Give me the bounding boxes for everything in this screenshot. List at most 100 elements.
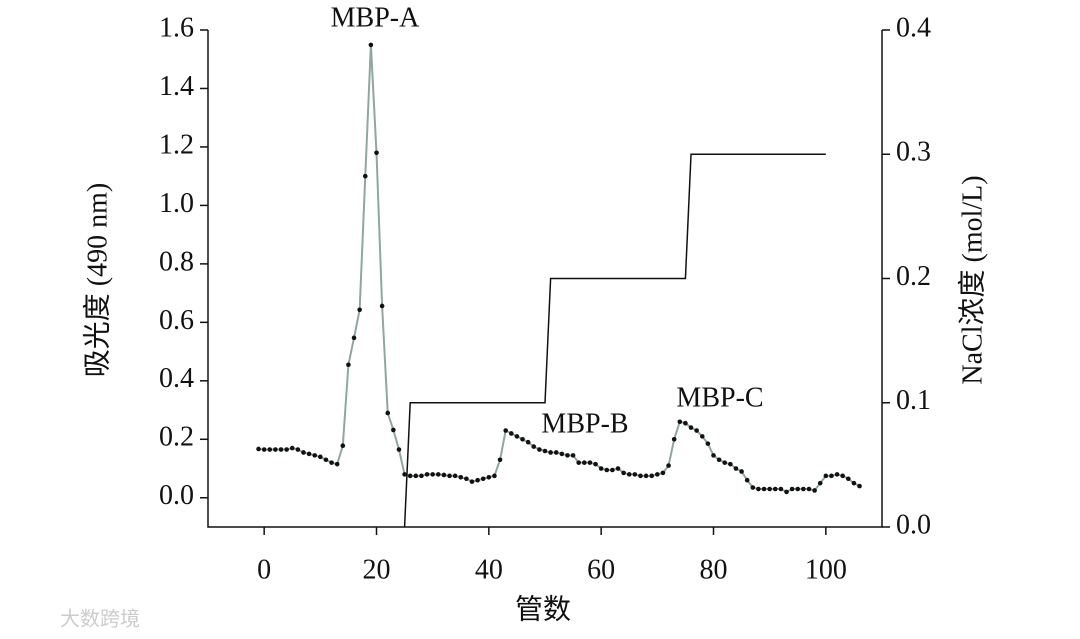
data-point xyxy=(407,473,413,479)
y-tick-label: 1.6 xyxy=(159,12,194,43)
data-point xyxy=(761,486,767,492)
data-point xyxy=(329,460,334,465)
data-point xyxy=(705,441,711,446)
data-point xyxy=(750,485,756,490)
data-point xyxy=(430,472,435,477)
data-point xyxy=(385,410,391,416)
data-point xyxy=(576,460,581,465)
data-point xyxy=(256,446,261,452)
data-point xyxy=(447,473,452,479)
data-point xyxy=(626,472,632,477)
data-point xyxy=(289,445,295,451)
x-tick-label: 0 xyxy=(257,554,271,585)
data-point xyxy=(817,480,823,486)
data-point xyxy=(301,450,306,455)
data-point xyxy=(728,461,733,467)
data-point xyxy=(486,475,492,480)
data-point xyxy=(424,472,430,477)
y-tick-label: 1.2 xyxy=(159,129,194,160)
data-point xyxy=(660,470,666,476)
x-axis-label: 管数 xyxy=(515,593,571,625)
x-tick-label: 100 xyxy=(805,554,847,585)
data-point xyxy=(402,472,407,477)
annotation: MBP-B xyxy=(541,408,628,439)
data-point xyxy=(699,434,705,439)
y-tick-label: 1.4 xyxy=(159,71,194,102)
data-point xyxy=(722,460,728,465)
data-point xyxy=(739,469,744,474)
data-point xyxy=(469,479,475,484)
data-point xyxy=(772,486,778,492)
data-point xyxy=(638,473,643,479)
data-point xyxy=(273,447,278,452)
data-point xyxy=(312,453,318,458)
data-point xyxy=(458,475,464,480)
data-point xyxy=(677,419,683,425)
data-point xyxy=(716,457,722,463)
data-point xyxy=(284,447,289,452)
data-point xyxy=(795,486,801,492)
data-point xyxy=(351,335,357,341)
data-point xyxy=(357,307,362,313)
data-point xyxy=(413,473,419,479)
data-point xyxy=(537,447,542,452)
nacl-line xyxy=(403,153,826,528)
data-point xyxy=(396,447,402,452)
data-point xyxy=(514,434,520,439)
data-point xyxy=(391,427,396,433)
data-point xyxy=(598,466,604,471)
data-point xyxy=(548,450,553,455)
data-point xyxy=(318,454,323,460)
data-point xyxy=(806,486,812,492)
x-tick-label: 40 xyxy=(475,554,503,585)
y2-tick-label: 0.1 xyxy=(896,385,931,416)
data-point xyxy=(846,476,851,482)
data-point xyxy=(435,472,441,477)
data-point xyxy=(278,447,284,452)
data-point xyxy=(632,472,638,477)
data-point xyxy=(655,472,660,477)
data-point xyxy=(480,476,486,482)
data-point xyxy=(744,477,750,483)
data-point xyxy=(711,453,716,458)
y-tick-label: 0.4 xyxy=(159,363,194,394)
y-tick-label: 0.8 xyxy=(159,246,194,277)
data-point xyxy=(767,486,772,492)
watermark: 大数跨境 xyxy=(60,607,140,631)
data-point xyxy=(857,483,862,489)
data-point xyxy=(306,451,312,457)
data-point xyxy=(520,436,525,442)
x-tick-label: 60 xyxy=(587,554,615,585)
data-point xyxy=(666,463,671,468)
data-point xyxy=(851,480,857,486)
data-point xyxy=(604,467,610,473)
data-point xyxy=(295,447,301,452)
annotation: MBP-A xyxy=(331,2,420,33)
data-point xyxy=(323,457,329,463)
data-point xyxy=(587,460,593,465)
data-point xyxy=(733,466,739,471)
data-point xyxy=(379,303,385,309)
y-tick-label: 1.0 xyxy=(159,188,194,219)
x-tick-label: 80 xyxy=(700,554,728,585)
data-point xyxy=(559,451,565,457)
data-point xyxy=(452,473,458,479)
data-point xyxy=(778,486,784,492)
data-point xyxy=(475,477,480,483)
data-point xyxy=(509,431,514,436)
data-point xyxy=(812,488,817,493)
data-point xyxy=(525,439,531,445)
data-point xyxy=(829,473,834,479)
y2-tick-label: 0.3 xyxy=(896,137,931,168)
data-point xyxy=(593,461,598,467)
data-point xyxy=(346,362,351,368)
data-point xyxy=(362,173,368,179)
data-point xyxy=(615,466,621,471)
y2-tick-label: 0.0 xyxy=(896,509,931,540)
data-point xyxy=(334,461,340,467)
data-point xyxy=(840,473,845,479)
data-point xyxy=(610,467,615,473)
data-point xyxy=(671,436,677,442)
data-point xyxy=(497,457,503,463)
y2-tick-label: 0.4 xyxy=(896,12,931,43)
